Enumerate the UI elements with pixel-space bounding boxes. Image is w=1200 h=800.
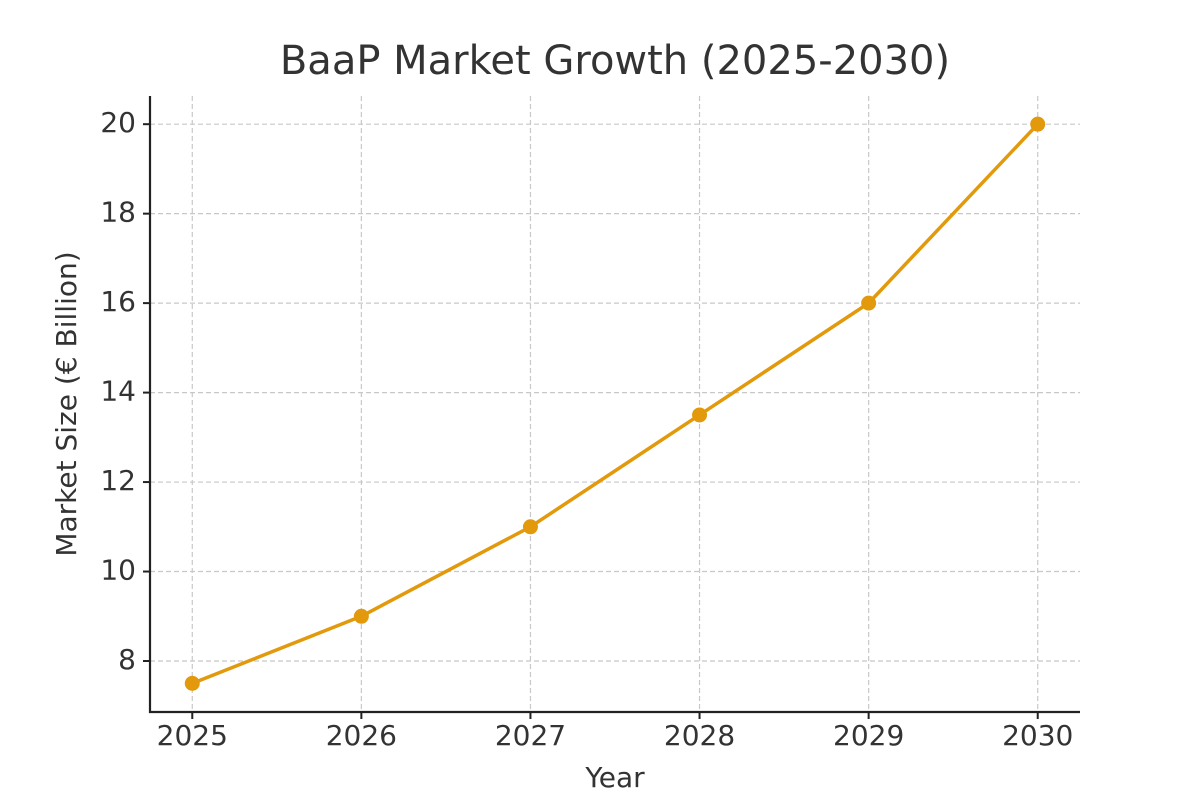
x-tick-label: 2028 (664, 719, 735, 752)
x-tick-label: 2030 (1002, 719, 1073, 752)
data-point (353, 608, 369, 624)
y-tick-label: 14 (100, 375, 136, 408)
x-tick-label: 2027 (495, 719, 566, 752)
data-point (692, 407, 708, 423)
chart-title: BaaP Market Growth (2025-2030) (280, 38, 950, 84)
data-point (1030, 116, 1046, 132)
y-tick-label: 8 (118, 643, 136, 676)
data-point (184, 675, 200, 691)
data-point (522, 519, 538, 535)
x-tick-label: 2029 (833, 719, 904, 752)
y-tick-label: 20 (100, 106, 136, 139)
y-tick-label: 10 (100, 554, 136, 587)
x-axis-label: Year (584, 761, 645, 794)
data-line (191, 122, 1040, 685)
y-tick-label: 12 (100, 464, 136, 497)
y-tick-label: 18 (100, 196, 136, 229)
x-tick-label: 2025 (157, 719, 228, 752)
data-point (861, 295, 877, 311)
x-tick-label: 2026 (326, 719, 397, 752)
y-axis-label: Market Size (€ Billion) (50, 251, 83, 556)
y-tick-label: 16 (100, 285, 136, 318)
